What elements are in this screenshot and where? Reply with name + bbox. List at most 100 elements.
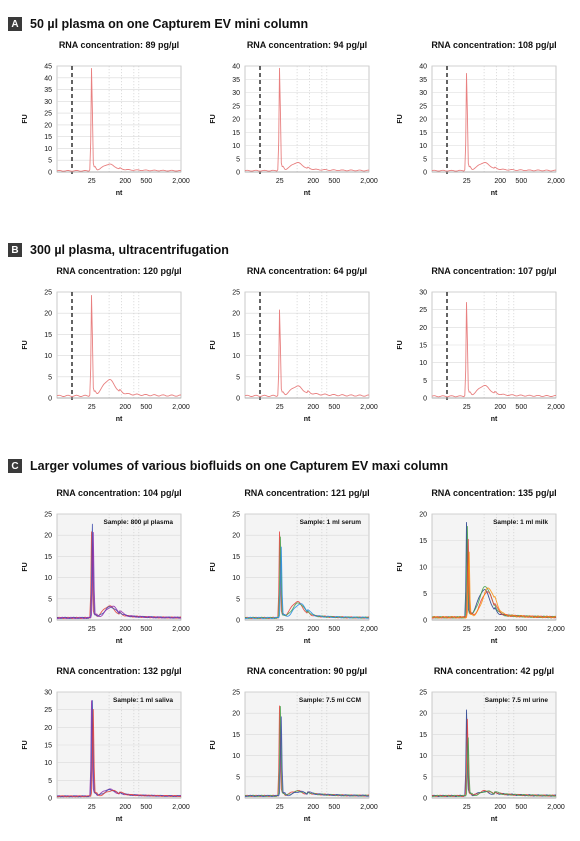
x-tick-label: 2,000 — [360, 178, 378, 185]
trace-line — [244, 546, 370, 619]
chart-c5: RNA concentration: 90 pg/µl Sample: 7.5 m… — [210, 666, 378, 823]
section-badge: A — [8, 17, 22, 31]
y-axis-label: FU — [397, 562, 404, 571]
x-tick-label: 25 — [276, 804, 284, 811]
chart-title: RNA concentration: 121 pg/µl — [244, 488, 369, 498]
section-title: 50 µl plasma on one Capturem EV mini col… — [30, 17, 309, 31]
trace-line — [431, 526, 557, 619]
y-tick-label: 20 — [419, 325, 427, 332]
y-tick-label: 0 — [48, 170, 52, 177]
section-title: 300 µl plasma, ultracentrifugation — [30, 243, 229, 257]
y-tick-label: 15 — [44, 134, 52, 141]
trace-line — [56, 68, 181, 172]
x-tick-label: 25 — [463, 178, 471, 185]
x-tick-label: 2,000 — [547, 178, 565, 185]
y-axis-label: FU — [22, 562, 29, 571]
trace-line — [56, 294, 182, 397]
y-tick-label: 0 — [423, 170, 427, 177]
chart-a3: RNA concentration: 108 pg/µl 0 5 10 15 20 25 30… — [397, 40, 565, 197]
y-tick-label: 30 — [44, 690, 52, 697]
y-axis-label: FU — [397, 740, 404, 749]
x-tick-label: 25 — [463, 626, 471, 633]
y-tick-label: 0 — [48, 796, 52, 803]
y-tick-label: 10 — [44, 353, 52, 360]
x-tick-label: 500 — [515, 626, 527, 633]
x-tick-label: 2,000 — [360, 404, 378, 411]
chart-title: RNA concentration: 135 pg/µl — [431, 488, 556, 498]
plot-area — [244, 691, 370, 799]
y-tick-label: 25 — [44, 512, 52, 519]
x-tick-label: 2,000 — [360, 804, 378, 811]
x-tick-label: 200 — [119, 404, 131, 411]
plot-area — [56, 291, 182, 399]
y-tick-label: 30 — [419, 290, 427, 297]
x-axis-label: nt — [116, 638, 123, 645]
x-tick-label: 2,000 — [172, 404, 190, 411]
y-tick-label: 5 — [423, 156, 427, 163]
y-tick-label: 10 — [232, 353, 240, 360]
y-tick-label: 20 — [44, 122, 52, 129]
chart-title: RNA concentration: 132 pg/µl — [56, 666, 181, 676]
y-tick-label: 0 — [423, 796, 427, 803]
y-tick-label: 20 — [419, 711, 427, 718]
x-tick-label: 25 — [276, 626, 284, 633]
x-axis-label: nt — [491, 190, 498, 197]
y-tick-label: 10 — [419, 360, 427, 367]
y-tick-label: 25 — [44, 111, 52, 118]
y-tick-label: 25 — [232, 690, 240, 697]
section-a-header: A 50 µl plasma on one Capturem EV mini c… — [8, 16, 308, 32]
y-tick-label: 10 — [419, 143, 427, 150]
sample-label: Sample: 800 µl plasma — [103, 519, 173, 526]
chart-c6: RNA concentration: 42 pg/µl Sample: 7.5 m… — [397, 666, 565, 823]
trace-line — [56, 708, 182, 798]
x-tick-label: 2,000 — [547, 804, 565, 811]
y-tick-label: 25 — [44, 290, 52, 297]
chart-c3: RNA concentration: 135 pg/µl Sample: 1 ml… — [397, 488, 565, 645]
y-tick-label: 20 — [419, 117, 427, 124]
trace-line — [56, 532, 182, 619]
chart-title: RNA concentration: 90 pg/µl — [247, 666, 367, 676]
y-tick-label: 10 — [232, 143, 240, 150]
sample-label: Sample: 1 ml saliva — [113, 697, 173, 704]
x-tick-label: 2,000 — [172, 626, 190, 633]
chart-c2: RNA concentration: 121 pg/µl Sample: 1 ml… — [210, 488, 378, 645]
sample-label: Sample: 1 ml serum — [300, 519, 362, 526]
y-tick-label: 15 — [44, 332, 52, 339]
x-tick-label: 2,000 — [547, 626, 565, 633]
chart-b1: RNA concentration: 120 pg/µl 0 5 10 15 20 25 FU… — [22, 266, 190, 423]
y-tick-label: 30 — [232, 90, 240, 97]
plot-area — [56, 513, 182, 621]
y-tick-label: 0 — [423, 396, 427, 403]
x-axis-label: nt — [491, 816, 498, 823]
y-tick-label: 15 — [232, 554, 240, 561]
x-tick-label: 500 — [140, 404, 152, 411]
x-tick-label: 25 — [88, 404, 96, 411]
x-tick-label: 25 — [463, 404, 471, 411]
y-tick-label: 0 — [48, 618, 52, 625]
x-axis-label: nt — [304, 638, 311, 645]
x-tick-label: 25 — [276, 178, 284, 185]
x-axis-label: nt — [304, 416, 311, 423]
x-tick-label: 25 — [88, 178, 96, 185]
y-axis-label: FU — [210, 114, 217, 123]
y-tick-label: 45 — [44, 64, 52, 71]
x-tick-label: 25 — [88, 626, 96, 633]
y-tick-label: 5 — [236, 374, 240, 381]
y-tick-label: 0 — [236, 796, 240, 803]
plot-area — [244, 513, 370, 621]
x-tick-label: 500 — [328, 626, 340, 633]
x-tick-label: 2,000 — [547, 404, 565, 411]
x-axis-label: nt — [116, 190, 123, 197]
x-tick-label: 25 — [463, 804, 471, 811]
section-title: Larger volumes of various biofluids on o… — [30, 459, 449, 473]
x-tick-label: 200 — [307, 178, 319, 185]
y-tick-label: 15 — [44, 743, 52, 750]
chart-a2: RNA concentration: 94 pg/µl 0 5 10 15 20 25 30 3… — [210, 40, 378, 197]
y-tick-label: 5 — [48, 596, 52, 603]
chart-c4: RNA concentration: 132 pg/µl Sample: 1 ml… — [22, 666, 190, 823]
trace-line — [244, 536, 370, 619]
y-axis-label: FU — [210, 340, 217, 349]
section-b-header: B 300 µl plasma, ultracentrifugation — [8, 242, 229, 258]
y-tick-label: 5 — [423, 378, 427, 385]
y-tick-label: 25 — [232, 103, 240, 110]
